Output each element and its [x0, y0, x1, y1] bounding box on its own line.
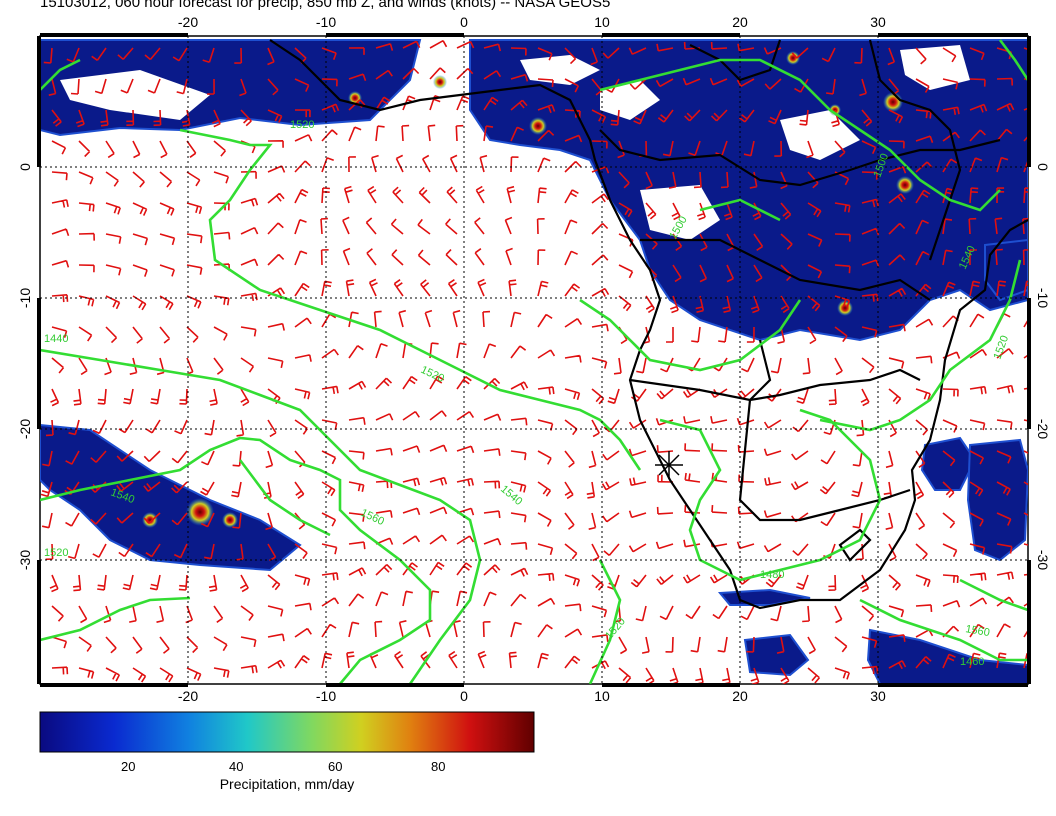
station-marker — [655, 451, 683, 479]
graticule — [40, 36, 1028, 684]
lon-labels-top: -20 -10 0 10 20 30 — [178, 14, 886, 30]
lat-labels-left: 0 -10 -20 -30 — [17, 163, 33, 570]
colorbar-title: Precipitation, mm/day — [219, 776, 355, 792]
colorbar-label-20: 20 — [121, 759, 136, 774]
colorbar — [39, 711, 535, 753]
colorbar-label-60: 60 — [328, 759, 343, 774]
svg-text:-20: -20 — [17, 419, 33, 439]
svg-text:30: 30 — [870, 688, 886, 704]
lon-labels-bottom: -20 -10 0 10 20 30 — [178, 688, 886, 704]
svg-text:0: 0 — [460, 14, 468, 30]
svg-text:-10: -10 — [316, 688, 336, 704]
svg-text:20: 20 — [732, 688, 748, 704]
svg-text:0: 0 — [460, 688, 468, 704]
svg-text:-20: -20 — [178, 14, 198, 30]
svg-text:-10: -10 — [1035, 288, 1051, 308]
axis-bars — [37, 33, 1031, 687]
svg-text:-10: -10 — [17, 288, 33, 308]
svg-text:-30: -30 — [17, 550, 33, 570]
svg-text:0: 0 — [1035, 163, 1051, 171]
svg-text:30: 30 — [870, 14, 886, 30]
svg-text:1480: 1480 — [760, 569, 784, 581]
svg-text:10: 10 — [594, 688, 610, 704]
svg-text:0: 0 — [17, 163, 33, 171]
height-contours — [40, 39, 1028, 684]
svg-text:1520: 1520 — [290, 119, 314, 131]
svg-text:-20: -20 — [178, 688, 198, 704]
lat-labels-right: 0 -10 -20 -30 — [1035, 163, 1051, 570]
svg-text:10: 10 — [594, 14, 610, 30]
svg-text:-30: -30 — [1035, 550, 1051, 570]
colorbar-label-40: 40 — [229, 759, 244, 774]
svg-text:1520: 1520 — [44, 547, 68, 559]
svg-text:-20: -20 — [1035, 419, 1051, 439]
svg-text:1440: 1440 — [44, 333, 68, 345]
svg-text:1560: 1560 — [964, 623, 990, 639]
colorbar-label-80: 80 — [431, 759, 446, 774]
map-title: 15103012, 060 hour forecast for precip, … — [40, 0, 611, 11]
svg-text:20: 20 — [732, 14, 748, 30]
svg-text:1460: 1460 — [960, 656, 984, 668]
svg-text:-10: -10 — [316, 14, 336, 30]
